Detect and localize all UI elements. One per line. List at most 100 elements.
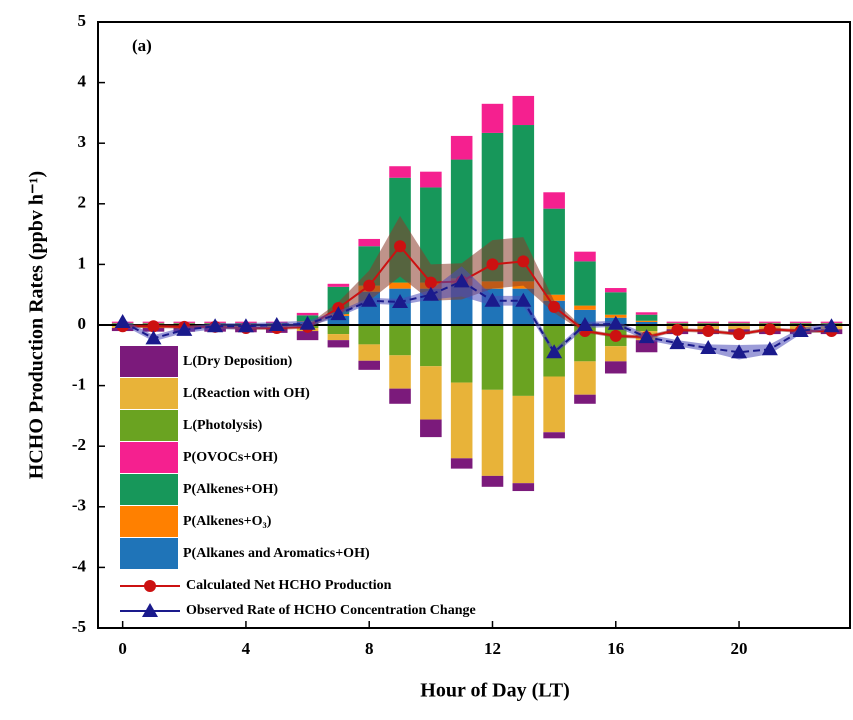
bar-segment [604,292,627,315]
y-tick-label: -1 [72,375,86,394]
bar-segment [635,325,658,332]
plot-frame [97,21,851,629]
bar-segment [789,321,812,323]
marker [761,341,778,356]
marker [361,292,378,307]
bar-segment [759,321,781,323]
x-tick-label: 0 [118,639,127,658]
marker [363,279,376,292]
marker [299,315,316,330]
marker [548,300,561,313]
bar-segment [697,321,720,323]
marker [268,317,285,331]
bar-segment [543,192,565,209]
bar-segment [635,321,658,325]
y-tick-label: 5 [78,11,87,30]
x-tick-label: 12 [484,639,501,658]
y-tick-label: 2 [78,193,87,212]
bar-segment [512,95,535,126]
bar-segment [512,395,535,484]
marker [515,292,532,307]
legend-label: P(Alkanes and Aromatics+OH) [183,546,370,561]
bar-segment [389,388,411,404]
marker [453,273,470,288]
bar-segment [327,334,350,341]
bar-segment [481,103,504,133]
bar-segment [358,238,380,247]
legend-swatch [120,410,178,441]
marker [823,318,840,333]
bar-segment [389,325,411,356]
bar-segment [728,322,750,324]
bar-segment [666,322,689,324]
marker [147,320,160,333]
legend-label: P(OVOCs+OH) [183,450,278,465]
marker [671,323,684,336]
legend-label: P(Alkenes+OH) [183,482,278,497]
y-axis-label: HCHO Production Rates (ppbv h⁻¹) [26,171,48,479]
bar-segment [512,483,535,492]
y-tick-label: -5 [72,617,86,636]
y-tick-label: -4 [72,556,87,575]
marker [486,258,499,271]
bar-segment [728,326,750,330]
legend-label: Observed Rate of HCHO Concentration Chan… [186,603,476,618]
bar-segment [327,315,350,325]
y-tick-label: -2 [72,435,86,454]
marker [702,325,715,338]
bar-segment [420,366,442,420]
marker [237,318,254,333]
bar-segment [450,382,473,459]
x-tick-label: 16 [607,639,624,658]
legend-label: Calculated Net HCHO Production [186,578,392,593]
marker [176,321,193,336]
bar-segment [604,288,627,293]
marker [731,344,748,359]
marker [422,286,439,301]
y-tick-label: -3 [72,496,86,515]
bar-segment [450,458,473,469]
x-tick-label: 20 [731,639,748,658]
bar-segment [574,325,596,362]
bar-segment [389,282,411,289]
bar-segment [296,312,319,316]
bar-segment [450,159,473,279]
legend-swatch [120,474,178,505]
panel-annotation: (a) [132,36,152,55]
x-tick-label: 8 [365,639,374,658]
marker [546,344,563,359]
marker [669,335,686,350]
legend-swatch [120,442,178,473]
y-tick-label: 0 [78,314,87,333]
legend-swatch [120,538,178,569]
bar-segment [666,321,689,323]
y-tick-label: 3 [78,132,87,151]
uncertainty-band [122,215,832,339]
bar-segment [759,322,781,324]
legend-swatch [120,378,178,409]
bar-segment [728,321,750,323]
legend-marker [142,603,158,617]
bar-segment [420,419,442,438]
bar-segment [543,208,565,295]
bar-segment [327,340,350,348]
bar-segment [450,325,473,383]
line [122,280,832,354]
bar-segment [574,251,596,262]
bar-segment [420,171,442,188]
y-tick-label: 1 [78,253,87,272]
bar-segment [389,355,411,389]
marker [114,313,131,328]
legend-marker [144,580,156,592]
bar-segment [358,344,380,361]
bar-segment [327,283,350,287]
bar-segment [604,346,627,362]
marker [763,323,776,336]
bar-segment [635,314,658,321]
marker [330,306,347,321]
legend-swatch [120,506,178,537]
uncertainty-band [122,266,832,360]
bar-segment [635,312,658,315]
